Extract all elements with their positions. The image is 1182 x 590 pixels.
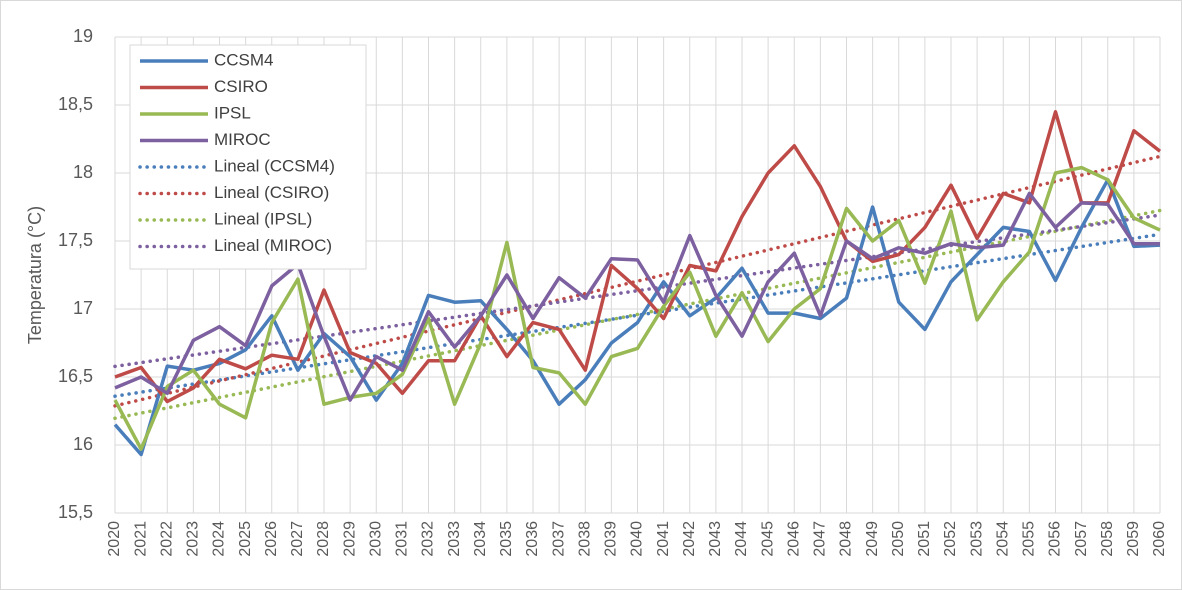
x-tick-label: 2052 [942, 521, 959, 557]
x-tick-label: 2043 [707, 521, 724, 557]
legend-label: IPSL [214, 103, 251, 122]
x-tick-label: 2021 [132, 521, 149, 557]
x-tick-label: 2055 [1021, 521, 1038, 557]
x-tick-label: 2054 [994, 521, 1011, 557]
x-tick-label: 2036 [524, 521, 541, 557]
y-tick-label: 16 [73, 434, 93, 454]
y-tick-label: 18,5 [58, 94, 93, 114]
x-tick-label: 2028 [315, 521, 332, 557]
trendline [113, 232, 1162, 398]
legend-label: CCSM4 [214, 50, 274, 69]
legend-label: Lineal (CCSM4) [214, 156, 335, 175]
x-tick-label: 2024 [211, 521, 228, 557]
x-tick-label: 2037 [550, 521, 567, 557]
x-tick-label: 2041 [655, 521, 672, 557]
series-line [113, 165, 1161, 451]
legend-label: Lineal (IPSL) [214, 209, 312, 228]
x-tick-label: 2034 [472, 521, 489, 557]
legend-box [129, 44, 367, 270]
y-tick-label: 18 [73, 162, 93, 182]
series-line [114, 110, 1162, 404]
x-tick-label: 2044 [733, 521, 750, 557]
x-tick-label: 2042 [681, 521, 698, 557]
x-tick-label: 2031 [394, 521, 411, 557]
x-tick-label: 2020 [106, 521, 123, 557]
x-tick-label: 2026 [263, 521, 280, 557]
trendline [113, 213, 1162, 369]
legend-label: CSIRO [214, 77, 268, 96]
x-tick-label: 2049 [864, 521, 881, 557]
x-tick-label: 2050 [890, 521, 907, 557]
x-tick-label: 2033 [446, 521, 463, 557]
x-tick-label: 2039 [603, 521, 620, 557]
x-tick-label: 2035 [498, 521, 515, 557]
legend-label: MIROC [214, 130, 271, 149]
x-tick-label: 2057 [1073, 521, 1090, 557]
x-tick-label: 2048 [838, 521, 855, 557]
y-tick-label: 19 [73, 26, 93, 46]
x-tick-label: 2027 [289, 521, 306, 557]
y-tick-label: 17 [73, 298, 93, 318]
x-tick-label: 2056 [1047, 521, 1064, 557]
x-tick-label: 2060 [1151, 521, 1168, 557]
x-tick-label: 2051 [916, 521, 933, 557]
y-tick-label: 16,5 [58, 366, 93, 386]
y-axis-label: Temperatura (°C) [25, 206, 45, 344]
x-tick-label: 2047 [812, 521, 829, 557]
x-tick-label: 2023 [185, 521, 202, 557]
x-tick-label: 2046 [785, 521, 802, 557]
x-tick-label: 2022 [158, 521, 175, 557]
series-line [114, 191, 1160, 402]
x-tick-label: 2029 [341, 521, 358, 557]
x-tick-label: 2038 [576, 521, 593, 557]
x-tick-label: 2045 [759, 521, 776, 557]
x-tick-label: 2053 [968, 521, 985, 557]
x-tick-label: 2059 [1125, 521, 1142, 557]
trendline [113, 154, 1162, 408]
legend-label: Lineal (CSIRO) [214, 183, 329, 202]
x-tick-label: 2030 [367, 521, 384, 557]
x-tick-label: 2058 [1099, 521, 1116, 557]
x-tick-label: 2040 [629, 521, 646, 557]
x-tick-label: 2025 [237, 521, 254, 557]
legend-label: Lineal (MIROC) [214, 236, 332, 255]
x-tick-label: 2032 [420, 521, 437, 557]
y-tick-label: 15,5 [58, 502, 93, 522]
y-tick-label: 17,5 [58, 230, 93, 250]
